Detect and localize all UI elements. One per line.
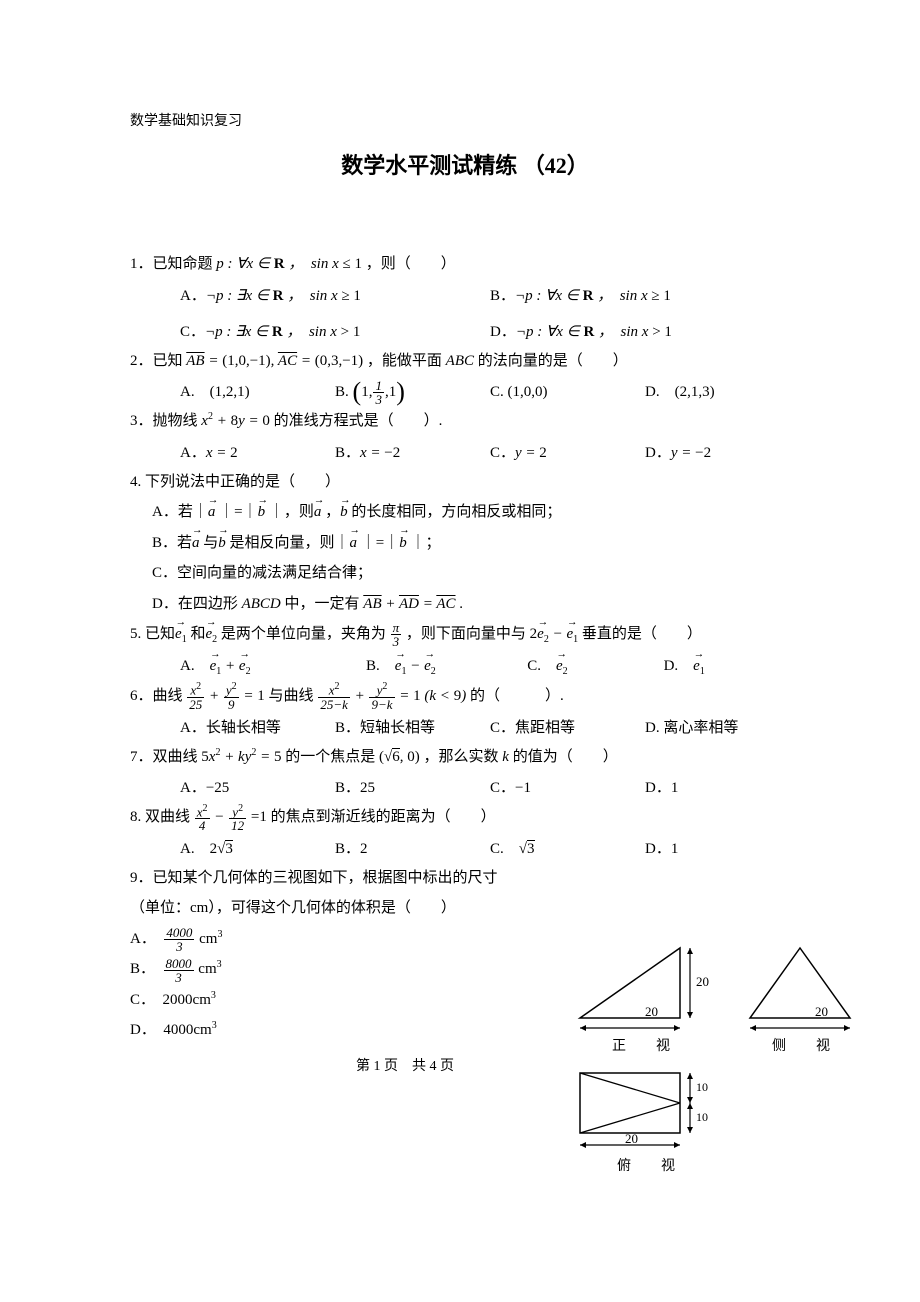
q3-stem-a: 3．抛物线 <box>130 413 198 429</box>
front-view: 20 20 正 视 <box>570 938 720 1055</box>
svg-text:10: 10 <box>696 1110 708 1124</box>
page-title: 数学水平测试精练 （42） <box>130 148 800 180</box>
svg-text:20: 20 <box>645 1004 658 1019</box>
question-6-stem: 6．曲线 x225 + y29 = 1 与曲线 x225−k + y29−k =… <box>130 682 800 711</box>
q6-opt-A: A．长轴长相等 <box>180 713 335 743</box>
q3-opt-A: A．x = 2 <box>180 438 335 468</box>
q4-opt-A: A．若｜a ｜=｜b ｜，则a ，b 的长度相同，方向相反或相同； <box>130 498 800 527</box>
q2-options: A. (1,2,1) B. (1,13,1) C. (1,0,0) D. (2,… <box>130 377 800 407</box>
side-view-label: 侧 视 <box>740 1035 870 1055</box>
question-9-stem-2: （单位：cm），可得这个几何体的体积是（ ） <box>130 894 800 923</box>
q2-stem-a: 2．已知 <box>130 353 183 369</box>
three-view-diagrams: 20 20 正 视 20 侧 视 <box>570 938 890 1175</box>
q1-opt-C: C．¬p : ∃x ∈ R ， sin x > 1 <box>180 317 490 347</box>
q7-opt-A: A．−25 <box>180 773 335 803</box>
q3-opt-C: C．y = 2 <box>490 438 645 468</box>
q4-opt-C: C．空间向量的减法满足结合律； <box>130 559 800 588</box>
top-view: 20 10 10 俯 视 <box>570 1063 730 1175</box>
q6-options: A．长轴长相等 B．短轴长相等 C．焦距相等 D. 离心率相等 <box>130 713 800 743</box>
question-3-stem: 3．抛物线 x2 + 8y = 0 的准线方程式是（ ）. <box>130 407 800 436</box>
q8-options: A. 2√3 B．2 C. √3 D．1 <box>130 834 800 864</box>
question-8-stem: 8. 双曲线 x24 − y212 =1 的焦点到渐近线的距离为（ ） <box>130 803 800 832</box>
q3-stem-b: 的准线方程式是（ ）. <box>274 413 443 429</box>
q1-opt-A: A．¬p : ∃x ∈ R ， sin x ≥ 1 <box>180 281 490 311</box>
q7-opt-B: B．25 <box>335 773 490 803</box>
q3-opt-B: B．x = −2 <box>335 438 490 468</box>
question-4-stem: 4. 下列说法中正确的是（ ） <box>130 468 800 497</box>
q6-opt-B: B．短轴长相等 <box>335 713 490 743</box>
q1-opt-D: D．¬p : ∀x ∈ R ， sin x > 1 <box>490 317 800 347</box>
q5-opt-C: C. e2 <box>527 651 663 682</box>
front-view-label: 正 视 <box>570 1035 720 1055</box>
q2-stem-b: ，能做平面 <box>367 353 442 369</box>
q1-stem-b: ，则（ ） <box>366 256 456 272</box>
q7-opt-C: C．−1 <box>490 773 645 803</box>
q8-opt-C: C. √3 <box>490 834 645 864</box>
q2-stem-c: 的法向量的是（ ） <box>478 353 628 369</box>
q3-options: A．x = 2 B．x = −2 C．y = 2 D．y = −2 <box>130 438 800 468</box>
q1-options-2: C．¬p : ∃x ∈ R ， sin x > 1 D．¬p : ∀x ∈ R … <box>130 317 800 347</box>
q5-opt-B: B. e1 − e2 <box>366 651 527 682</box>
question-9-stem-1: 9．已知某个几何体的三视图如下，根据图中标出的尺寸 <box>130 864 800 893</box>
q3-opt-D: D．y = −2 <box>645 438 800 468</box>
q1-options: A．¬p : ∃x ∈ R ， sin x ≥ 1 B．¬p : ∀x ∈ R … <box>130 281 800 311</box>
q9-opt-D: D． 4000cm3 <box>130 1016 217 1045</box>
q1-opt-B: B．¬p : ∀x ∈ R ， sin x ≥ 1 <box>490 281 800 311</box>
q5-opt-A: A. e1 + e2 <box>180 651 366 682</box>
side-view: 20 侧 视 <box>740 938 870 1055</box>
question-2-stem: 2．已知 AB = (1,0,−1), AC = (0,3,−1) ，能做平面 … <box>130 347 800 376</box>
q8-opt-D: D．1 <box>645 834 800 864</box>
q8-opt-B: B．2 <box>335 834 490 864</box>
q1-stem-a: 1．已知命题 <box>130 256 213 272</box>
q4-opt-D: D．在四边形 ABCD 中，一定有 AB + AD = AC . <box>130 590 800 619</box>
q2-opt-C: C. (1,0,0) <box>490 377 645 407</box>
q6-opt-D: D. 离心率相等 <box>645 713 800 743</box>
q5-options: A. e1 + e2 B. e1 − e2 C. e2 D. e1 <box>130 651 800 682</box>
question-1-stem: 1．已知命题 p : ∀x ∈ R ， sin x ≤ 1 ，则（ ） <box>130 250 800 279</box>
q7-options: A．−25 B．25 C．−1 D．1 <box>130 773 800 803</box>
top-view-label: 俯 视 <box>570 1155 730 1175</box>
svg-text:20: 20 <box>815 1004 828 1019</box>
q2-opt-D: D. (2,1,3) <box>645 377 800 407</box>
q7-opt-D: D．1 <box>645 773 800 803</box>
question-7-stem: 7．双曲线 5x2 + ky2 = 5 的一个焦点是 (√6, 0) ，那么实数… <box>130 743 800 772</box>
svg-text:10: 10 <box>696 1080 708 1094</box>
svg-text:20: 20 <box>696 974 709 989</box>
svg-text:20: 20 <box>625 1131 638 1146</box>
q4-opt-B: B．若a 与b 是相反向量，则｜a ｜=｜b ｜； <box>130 529 800 558</box>
q2-opt-A: A. (1,2,1) <box>180 377 335 407</box>
q5-opt-D: D. e1 <box>664 651 800 682</box>
header-category: 数学基础知识复习 <box>130 110 800 130</box>
q2-opt-B: B. (1,13,1) <box>335 377 490 407</box>
q6-opt-C: C．焦距相等 <box>490 713 645 743</box>
q8-opt-A: A. 2√3 <box>180 834 335 864</box>
